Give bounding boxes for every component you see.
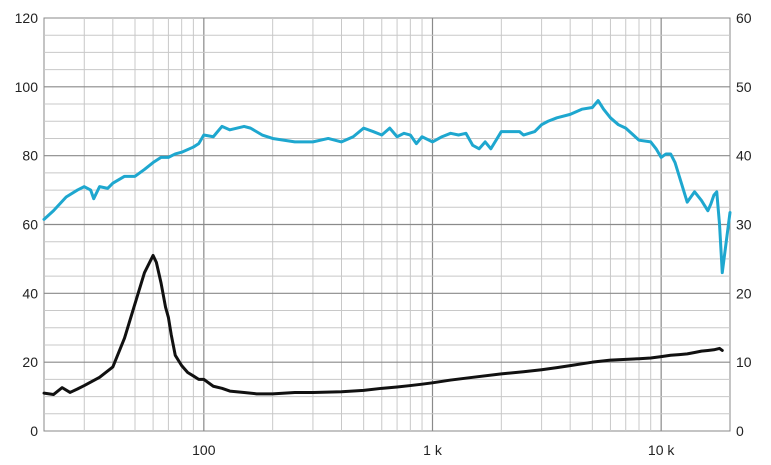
- left-axis-tick-label: 80: [22, 148, 38, 164]
- grid-lines: [44, 18, 730, 431]
- tick-labels: 0 20 40 60 80 100 120 0 10 20 30 40 50 60 100 1 k 10 k: [15, 10, 752, 458]
- left-axis-tick-label: 40: [22, 285, 38, 301]
- right-axis-tick-label: 40: [736, 148, 752, 164]
- series-line-spl: [42, 99, 732, 275]
- left-axis-tick-label: 60: [22, 217, 38, 233]
- left-axis-tick-label: 120: [15, 10, 39, 26]
- series-line-impedance: [42, 253, 724, 397]
- right-axis-tick-label: 60: [736, 10, 752, 26]
- x-axis-tick-label: 1 k: [423, 442, 443, 458]
- right-axis-tick-label: 20: [736, 285, 752, 301]
- right-axis-tick-label: 30: [736, 217, 752, 233]
- left-axis-tick-label: 100: [15, 79, 39, 95]
- left-axis-tick-label: 0: [30, 423, 38, 439]
- right-axis-tick-label: 0: [736, 423, 744, 439]
- left-axis-tick-label: 20: [22, 354, 38, 370]
- right-axis-tick-label: 50: [736, 79, 752, 95]
- data-series: [42, 99, 732, 397]
- x-axis-tick-label: 100: [192, 442, 216, 458]
- right-axis-tick-label: 10: [736, 354, 752, 370]
- x-axis-tick-label: 10 k: [648, 442, 675, 458]
